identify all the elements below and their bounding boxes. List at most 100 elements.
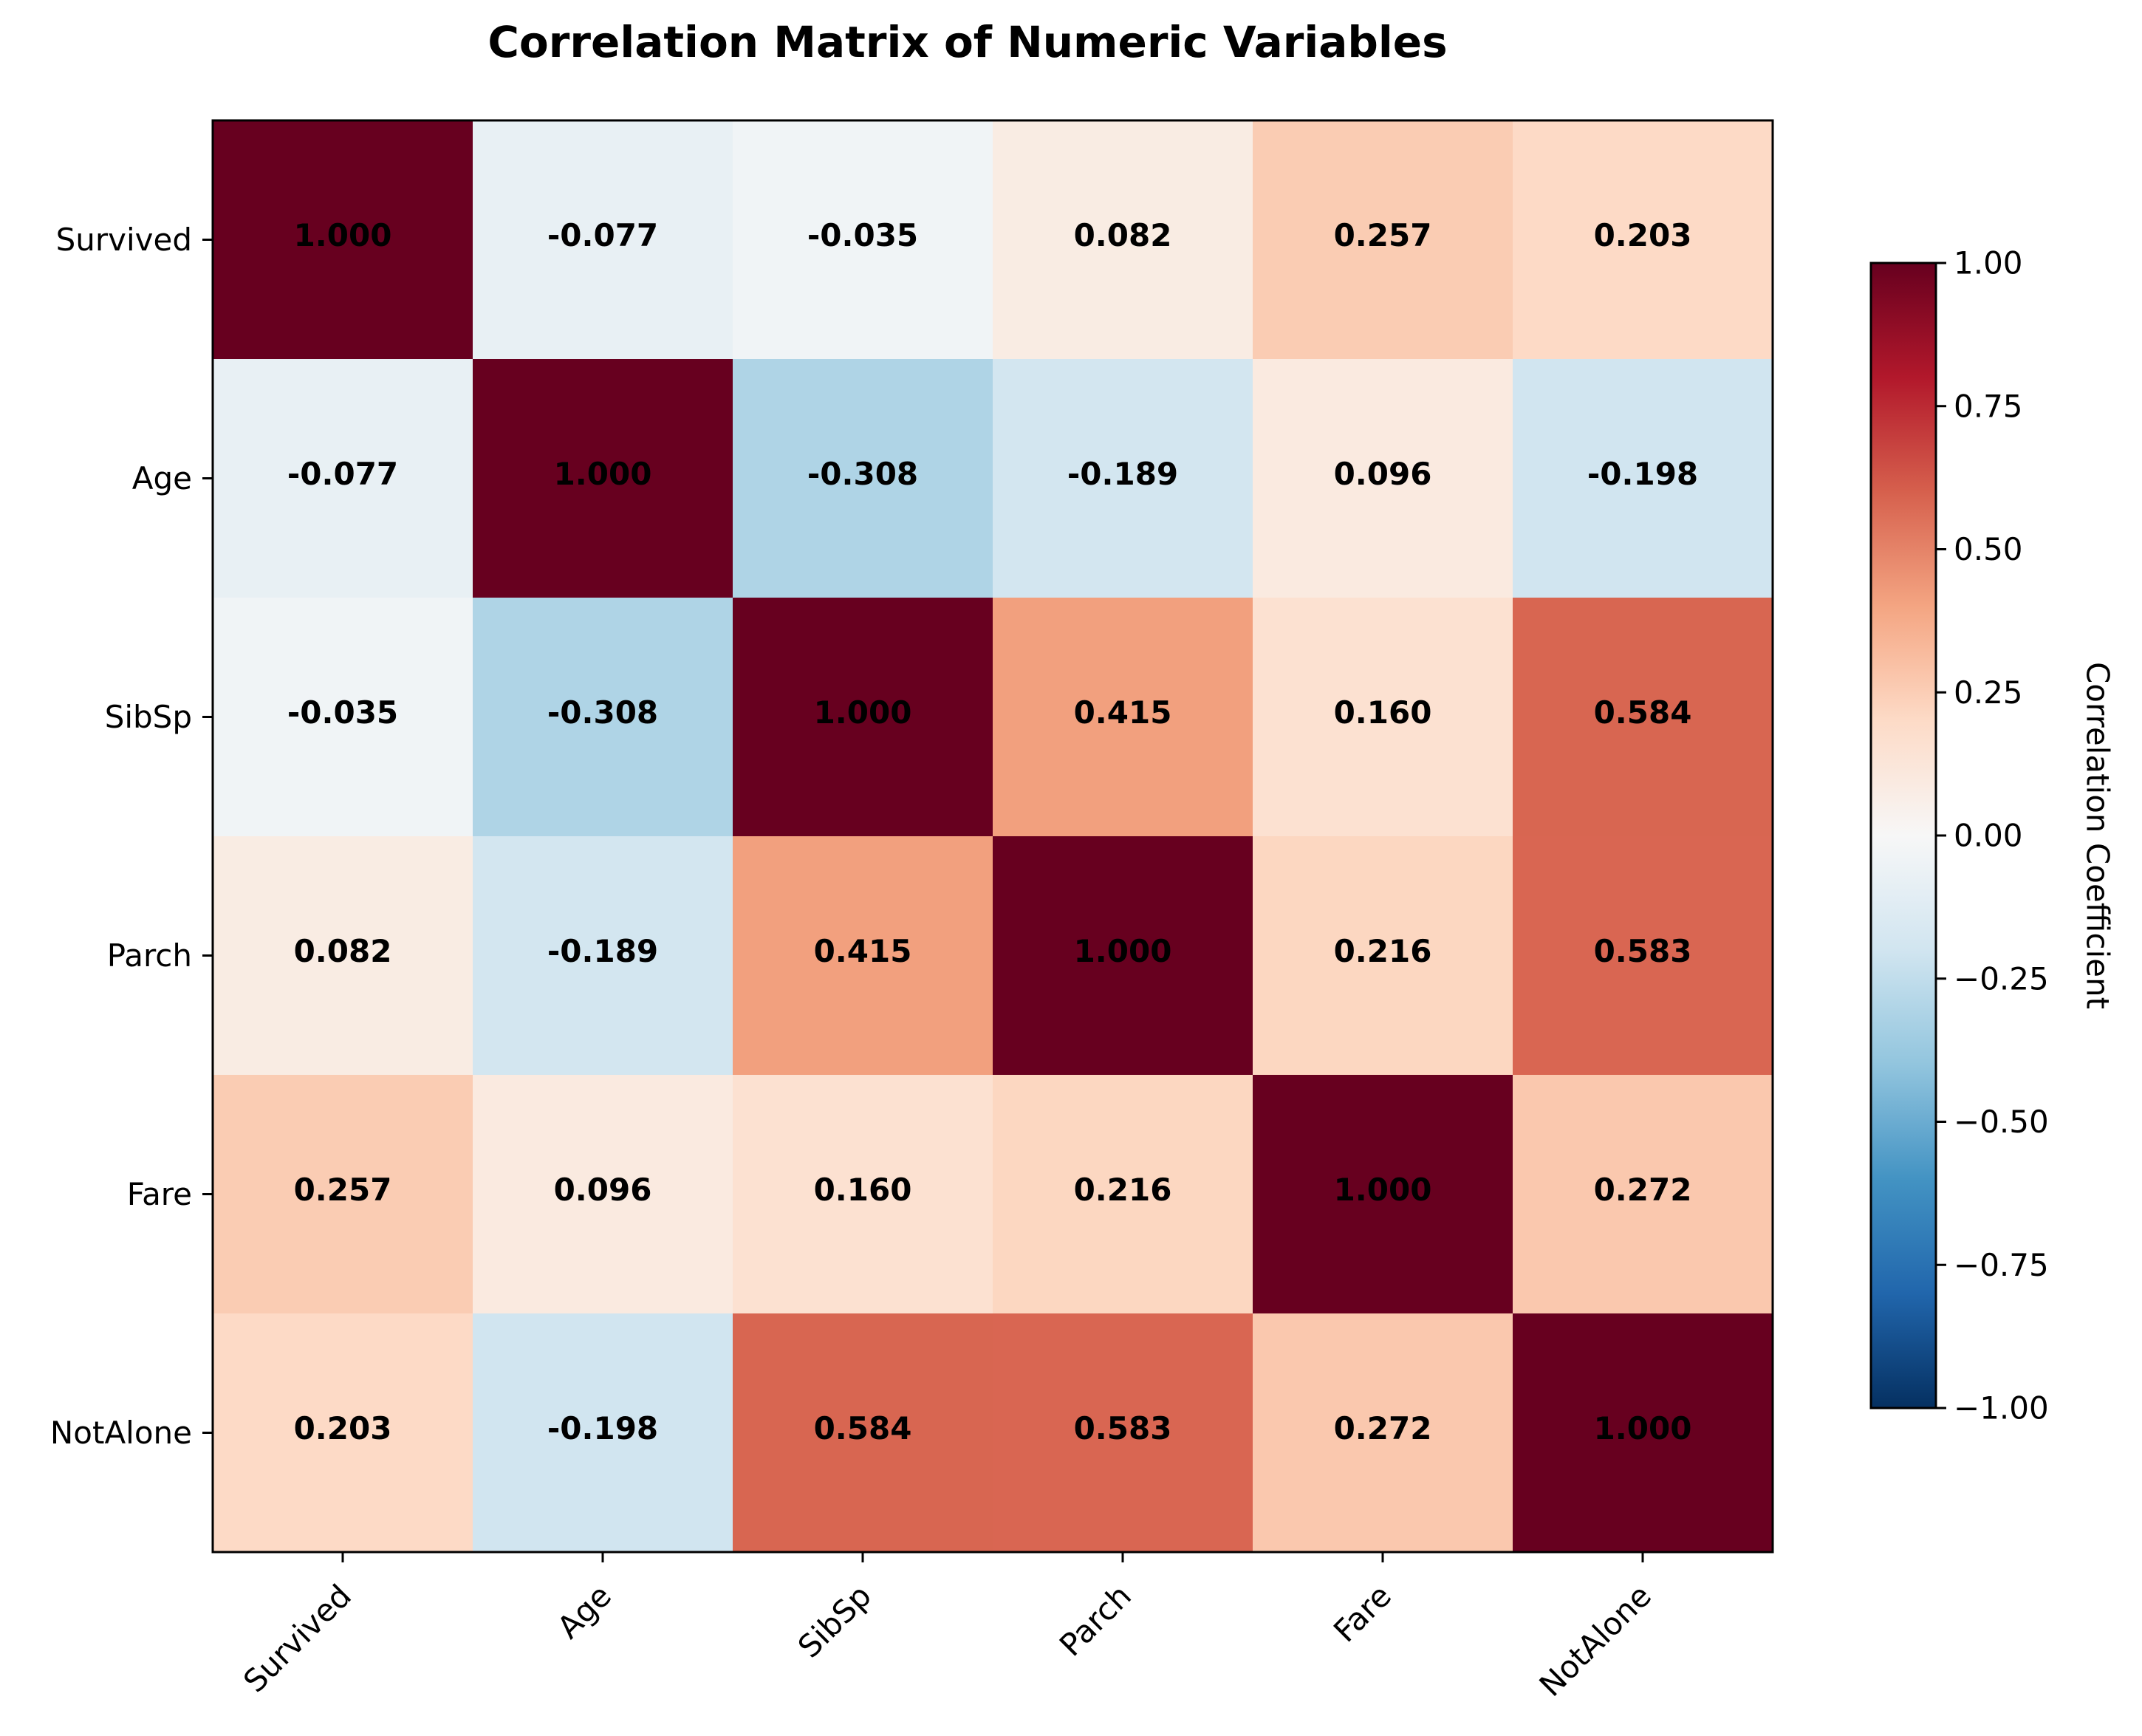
heatmap-cell-sibsp-survived: [213, 598, 473, 837]
cell-value-label: -0.189: [1067, 456, 1178, 492]
x-tick-label: Age: [550, 1577, 618, 1645]
x-tick-label: SibSp: [791, 1577, 878, 1664]
heatmap-cells: [213, 120, 1773, 1553]
cell-value-label: 0.216: [1334, 933, 1432, 969]
colorbar-tick-label: −0.25: [1954, 960, 2049, 997]
heatmap-cell-age-age: [473, 359, 733, 598]
heatmap-cell-parch-age: [473, 836, 733, 1076]
heatmap-cell-survived-fare: [1253, 120, 1513, 360]
heatmap-cell-sibsp-fare: [1253, 598, 1513, 837]
heatmap-cell-parch-survived: [213, 836, 473, 1076]
cell-value-label: 0.257: [1334, 217, 1432, 253]
heatmap-cell-age-parch: [993, 359, 1253, 598]
colorbar-tick-label: 0.25: [1954, 674, 2023, 711]
plot-frame: [211, 119, 1774, 1554]
y-tick-label: NotAlone: [50, 1415, 192, 1451]
heatmap-cell-age-survived: [213, 359, 473, 598]
cell-value-label: 0.584: [814, 1410, 912, 1446]
y-axis-ticks: Survived Age SibSp Parch Fare NotAlone: [50, 222, 213, 1451]
colorbar-ticks: 1.00 0.75 0.50 0.25 0.00 −0.25 −0.50 −0.75 −1.00: [1936, 245, 2049, 1426]
cell-value-label: -0.198: [1587, 456, 1698, 492]
cell-value-label: 1.000: [1334, 1172, 1432, 1208]
cell-value-label: 0.583: [1074, 1410, 1172, 1446]
cell-value-label: -0.198: [547, 1410, 658, 1446]
heatmap-cell-notalone-age: [473, 1313, 733, 1553]
heatmap-cell-survived-age: [473, 120, 733, 360]
heatmap-cell-fare-fare: [1253, 1075, 1513, 1314]
heatmap-cell-parch-fare: [1253, 836, 1513, 1076]
heatmap-cell-survived-sibsp: [733, 120, 993, 360]
colorbar-tick-label: 0.75: [1954, 388, 2023, 424]
heatmap-cell-age-notalone: [1513, 359, 1773, 598]
cell-value-label: 0.216: [1074, 1172, 1172, 1208]
heatmap-cell-age-sibsp: [733, 359, 993, 598]
heatmap-cell-notalone-parch: [993, 1313, 1253, 1553]
cell-value-label: 1.000: [1074, 933, 1172, 969]
heatmap-cell-sibsp-age: [473, 598, 733, 837]
cell-value-label: 1.000: [1594, 1410, 1692, 1446]
cell-value-label: 0.203: [294, 1410, 392, 1446]
colorbar-tick-label: −0.50: [1954, 1104, 2049, 1140]
heatmap-cell-parch-notalone: [1513, 836, 1773, 1076]
heatmap-cell-age-fare: [1253, 359, 1513, 598]
colorbar-tick-label: −0.75: [1954, 1247, 2049, 1283]
x-axis-ticks: Survived Age SibSp Parch Fare NotAlone: [236, 1552, 1658, 1703]
cell-value-label: 1.000: [814, 694, 912, 731]
x-tick-label: NotAlone: [1533, 1577, 1659, 1703]
heatmap-cell-sibsp-sibsp: [733, 598, 993, 837]
cell-value-label: 0.272: [1594, 1172, 1692, 1208]
cell-value-label: 0.160: [814, 1172, 912, 1208]
colorbar: [1871, 263, 1936, 1408]
cell-value-label: 0.583: [1594, 933, 1692, 969]
cell-value-label: -0.189: [547, 933, 658, 969]
y-tick-label: Parch: [107, 937, 192, 974]
y-tick-label: Fare: [127, 1176, 192, 1212]
heatmap-cell-fare-sibsp: [733, 1075, 993, 1314]
heatmap-cell-fare-age: [473, 1075, 733, 1314]
cell-value-label: 0.257: [294, 1172, 392, 1208]
y-tick-label: SibSp: [105, 699, 192, 735]
cell-value-label: 0.096: [554, 1172, 652, 1208]
cell-value-label: 0.415: [814, 933, 912, 969]
cell-value-label: -0.035: [287, 694, 398, 731]
x-tick-label: Fare: [1327, 1577, 1398, 1649]
heatmap-cell-sibsp-notalone: [1513, 598, 1773, 837]
cell-value-label: -0.308: [807, 456, 918, 492]
heatmap-cell-notalone-notalone: [1513, 1313, 1773, 1553]
heatmap-cell-fare-survived: [213, 1075, 473, 1314]
x-tick-label: Parch: [1053, 1577, 1138, 1663]
heatmap-cell-fare-parch: [993, 1075, 1253, 1314]
cell-value-label: 1.000: [294, 217, 392, 253]
cell-value-label: 0.096: [1334, 456, 1432, 492]
colorbar-tick-label: 0.00: [1954, 818, 2023, 854]
cell-value-label: 0.082: [294, 933, 392, 969]
cell-value-label: -0.308: [547, 694, 658, 731]
chart-title: Correlation Matrix of Numeric Variables: [487, 17, 1447, 67]
y-tick-label: Age: [132, 460, 192, 496]
cell-value-label: -0.077: [547, 217, 658, 253]
cell-value-label: 0.082: [1074, 217, 1172, 253]
cell-value-label: 0.203: [1594, 217, 1692, 253]
heatmap-cell-notalone-sibsp: [733, 1313, 993, 1553]
colorbar-tick-label: −1.00: [1954, 1390, 2049, 1426]
cell-value-label: 1.000: [554, 456, 652, 492]
colorbar-tick-label: 1.00: [1954, 245, 2023, 281]
y-tick-label: Survived: [56, 222, 192, 258]
heatmap-cell-sibsp-parch: [993, 598, 1253, 837]
heatmap-cell-notalone-survived: [213, 1313, 473, 1553]
colorbar-label: Correlation Coefficient: [2080, 662, 2116, 1009]
heatmap-cell-survived-notalone: [1513, 120, 1773, 360]
heatmap-cell-parch-parch: [993, 836, 1253, 1076]
cell-value-label: -0.077: [287, 456, 398, 492]
x-tick-label: Survived: [236, 1577, 358, 1699]
heatmap-cell-notalone-fare: [1253, 1313, 1513, 1553]
cell-value-label: -0.035: [807, 217, 918, 253]
cell-value-label: 0.584: [1594, 694, 1692, 731]
heatmap-cell-parch-sibsp: [733, 836, 993, 1076]
heatmap-cell-fare-notalone: [1513, 1075, 1773, 1314]
cell-value-label: 0.272: [1334, 1410, 1432, 1446]
cell-value-label: 0.415: [1074, 694, 1172, 731]
heatmap-cell-survived-parch: [993, 120, 1253, 360]
cell-value-label: 0.160: [1334, 694, 1432, 731]
